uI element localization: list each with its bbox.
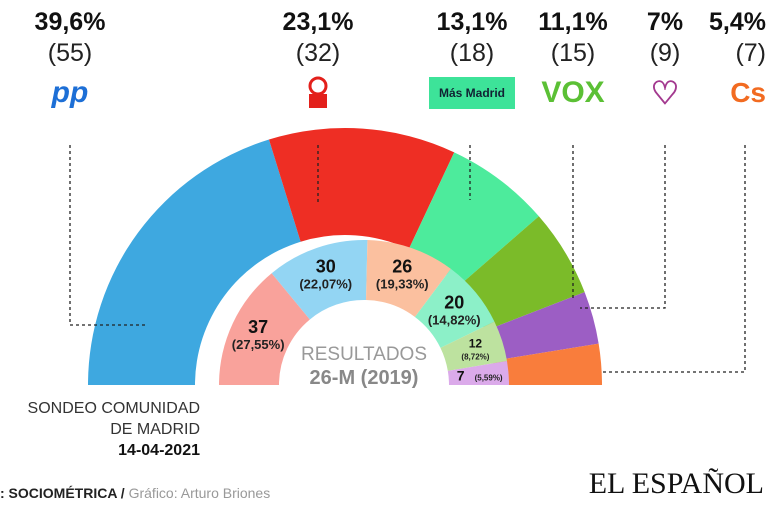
inner-seat-arc: [366, 240, 451, 317]
note-date: 14-04-2021: [118, 442, 200, 459]
seats-label: (32): [295, 39, 341, 67]
brand-logo: EL ESPAÑOL: [588, 467, 764, 500]
pp-logo-icon: pp: [51, 76, 89, 109]
psoe-rose-logo-icon: [258, 76, 378, 110]
inner-pct-label: (27,55%): [232, 337, 285, 352]
seats-label: (7): [735, 39, 766, 67]
inner-seats-label: 37: [248, 317, 268, 337]
credit-label: Gráfico: Arturo Briones: [128, 485, 271, 501]
vox-logo-icon: VOX: [541, 76, 605, 109]
source-line: : SOCIOMÉTRICA / Gráfico: Arturo Briones: [0, 485, 270, 501]
party-vox: 11,1% (15) VOX: [513, 8, 633, 110]
inner-seat-arc: [447, 360, 509, 385]
note-line: DE MADRID: [110, 421, 200, 438]
leader-line: [69, 145, 148, 326]
party-cs: 5,4% (7) Cs: [709, 8, 766, 110]
inner-seat-arc: [219, 273, 310, 385]
inner-title: RESULTADOS: [301, 344, 427, 365]
source-label: : SOCIOMÉTRICA: [0, 485, 117, 501]
party-mas-madrid: 13,1% (18) Más Madrid: [412, 8, 532, 110]
survey-note: SONDEO COMUNIDAD DE MADRID 14-04-2021: [28, 398, 200, 461]
outer-seat-arc: [458, 216, 585, 331]
pct-label: 11,1%: [538, 8, 608, 36]
pct-label: 13,1%: [436, 8, 508, 36]
inner-seats-label: 20: [444, 293, 464, 313]
inner-seats-label: 12: [469, 336, 483, 350]
seats-label: (18): [449, 39, 495, 67]
note-line: SONDEO COMUNIDAD: [27, 400, 200, 417]
inner-seats-label: 26: [392, 256, 412, 276]
pct-label: 39,6%: [34, 8, 106, 36]
party-psoe: 23,1% (32): [258, 8, 378, 110]
outer-seat-arc: [493, 343, 602, 385]
pct-label: 23,1%: [282, 8, 354, 36]
inner-seat-arc: [271, 240, 368, 320]
inner-pct-label: (8,72%): [461, 352, 489, 361]
outer-seat-arc: [408, 152, 539, 287]
mas-madrid-logo-icon: Más Madrid: [412, 76, 532, 110]
seats-label: (9): [649, 39, 681, 67]
outer-seat-arc: [88, 139, 301, 385]
seats-label: (55): [47, 39, 93, 67]
inner-pct-label: (22,07%): [299, 276, 352, 291]
inner-pct-label: (5,59%): [475, 373, 503, 382]
pct-label: 5,4%: [709, 8, 766, 36]
inner-subtitle: 26-M (2019): [310, 367, 419, 389]
cs-logo-icon: Cs: [730, 77, 766, 108]
seats-label: (15): [550, 39, 596, 67]
party-pp: 39,6% (55) pp: [10, 8, 130, 110]
leader-line: [580, 145, 666, 309]
outer-seat-arc: [484, 292, 599, 361]
inner-seats-label: 7: [457, 367, 465, 383]
pct-label: 7%: [646, 8, 684, 36]
inner-pct-label: (19,33%): [376, 276, 429, 291]
inner-seat-arc: [440, 321, 507, 371]
inner-seats-label: 30: [316, 256, 336, 276]
heart-logo-icon: ♡: [650, 75, 680, 111]
separator: /: [116, 485, 129, 501]
inner-pct-label: (14,82%): [428, 313, 481, 328]
party-podemos: 7% (9) ♡: [605, 8, 725, 111]
outer-seat-arc: [268, 128, 455, 250]
leader-line: [600, 145, 746, 373]
inner-seat-arc: [414, 268, 495, 348]
